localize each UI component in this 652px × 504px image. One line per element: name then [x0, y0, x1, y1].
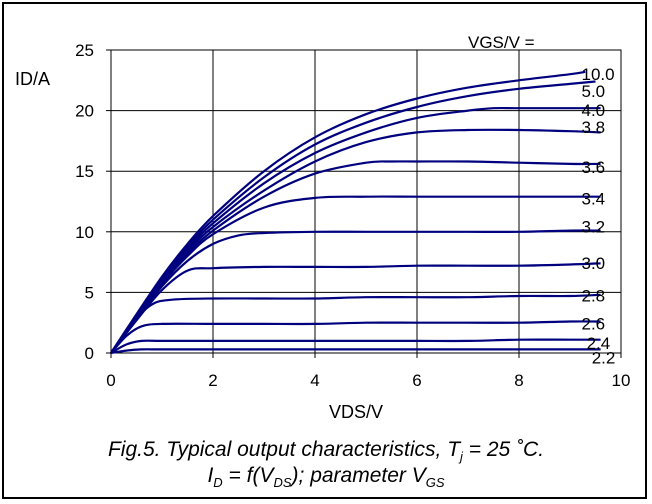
series-line-vgs-3-4 — [110, 195, 601, 354]
caption-vds-sub: DS — [273, 475, 292, 491]
figure-frame — [2, 2, 647, 499]
series-label-vgs-2-4: 2.4 — [587, 334, 611, 353]
output-characteristics-chart: 0 2 4 6 8 10 0 5 10 15 20 25 ID/A VDS/V VGS/V = 10.… — [15, 33, 630, 422]
series-label-vgs-2-2: 2.2 — [592, 348, 616, 367]
series-label-vgs-10-0: 10.0 — [582, 65, 615, 84]
series-line-vgs-3-0 — [110, 262, 601, 354]
x-tick-label: 2 — [208, 371, 217, 390]
y-axis-label: ID/A — [15, 69, 50, 89]
series-line-vgs-3-2 — [110, 229, 601, 354]
caption-parameter: ); parameter V — [291, 464, 426, 487]
series-line-vgs-2-4 — [110, 338, 601, 354]
series-label-vgs-3-4: 3.4 — [582, 190, 606, 209]
series-label-vgs-3-2: 3.2 — [582, 218, 606, 237]
series-label-vgs-4-0: 4.0 — [582, 101, 606, 120]
axes: 0 2 4 6 8 10 0 5 10 15 20 25 — [75, 41, 630, 390]
series-label-vgs-3-6: 3.6 — [582, 158, 606, 177]
series-line-vgs-2-8 — [110, 293, 601, 354]
y-tick-label: 25 — [75, 41, 94, 60]
caption-id-sub: D — [213, 475, 223, 491]
series-label-vgs-3-0: 3.0 — [582, 254, 606, 273]
y-tick-label: 0 — [85, 344, 94, 363]
caption-line1-suffix: = 25 ˚C. — [462, 438, 545, 461]
caption-id: I — [207, 464, 214, 487]
plot-area — [110, 49, 622, 354]
caption-line1-sub: j — [460, 449, 463, 465]
series-group — [110, 70, 601, 355]
x-tick-label: 10 — [612, 371, 631, 390]
caption-f: = f(V — [222, 464, 274, 487]
series-line-vgs-2-6 — [110, 320, 601, 354]
y-tick-label: 15 — [75, 162, 94, 181]
y-tick-label: 10 — [75, 223, 94, 242]
series-label-vgs-5-0: 5.0 — [582, 82, 606, 101]
x-axis-label: VDS/V — [329, 402, 383, 422]
series-line-vgs-2-2 — [110, 348, 601, 355]
figure-caption-line-2: ID = f(VDS); parameter VGS — [0, 464, 652, 490]
series-label-vgs-2-6: 2.6 — [582, 314, 606, 333]
x-tick-label: 4 — [310, 371, 319, 390]
x-tick-label: 8 — [514, 371, 523, 390]
series-labels: 10.05.04.03.8 3.6 3.4 3.2 3.0 2.8 2.62.42.2 — [582, 65, 616, 368]
y-tick-label: 5 — [85, 283, 94, 302]
series-label-vgs-3-8: 3.8 — [582, 118, 606, 137]
caption-vgs-sub: GS — [425, 475, 445, 491]
series-line-vgs-5-0 — [110, 80, 596, 354]
y-tick-label: 20 — [75, 102, 94, 121]
grid — [111, 50, 621, 353]
legend-title: VGS/V = — [468, 33, 535, 52]
series-line-vgs-10-0 — [110, 70, 586, 354]
caption-line1-prefix: Fig.5. Typical output characteristics, T — [107, 438, 461, 461]
x-tick-label: 6 — [412, 371, 421, 390]
x-tick-label: 0 — [106, 371, 115, 390]
figure-caption-line-1: Fig.5. Typical output characteristics, T… — [0, 438, 652, 464]
series-label-vgs-2-8: 2.8 — [582, 287, 606, 306]
